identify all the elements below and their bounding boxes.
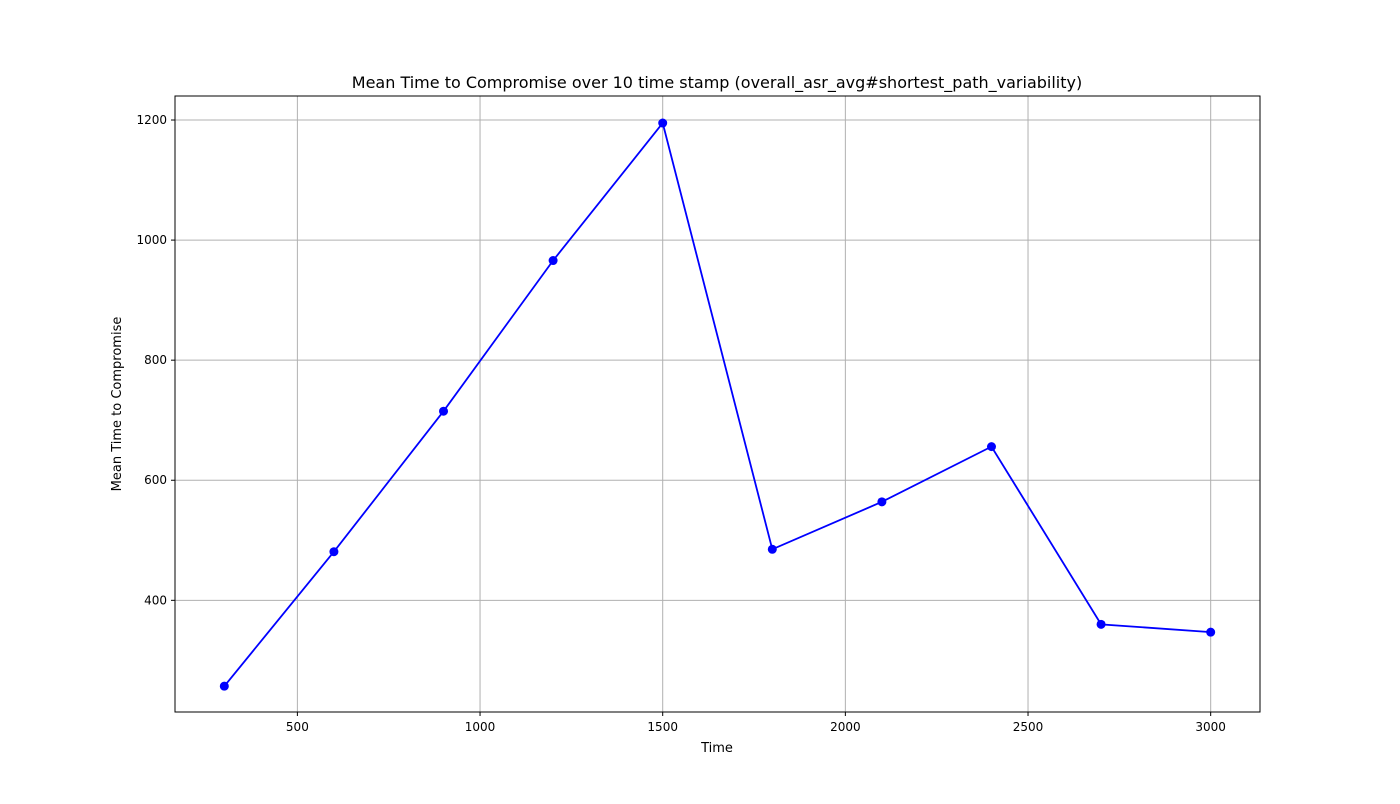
plot-frame [174,95,1261,713]
x-tick-label: 2000 [830,720,861,734]
series-markers [219,118,1216,691]
data-point [1096,619,1106,629]
data-point [439,406,449,416]
x-tick-label: 1500 [647,720,678,734]
axis-ticks: 500 1000 1500 2000 2500 3000 400 600 800 1000 1200 [136,113,1226,734]
y-tick-label: 1200 [136,113,167,127]
y-tick-label: 400 [144,593,167,607]
data-point [1206,627,1216,637]
x-tick-label: 1000 [465,720,496,734]
y-tick-label: 800 [144,353,167,367]
data-point [986,442,996,452]
data-point [767,544,777,554]
grid-lines [175,96,1260,712]
x-axis-label: Time [700,741,733,756]
data-point [548,256,558,266]
y-axis-label: Mean Time to Compromise [110,317,125,492]
data-point [219,681,229,691]
data-point [329,547,339,557]
data-point [658,118,668,128]
x-tick-label: 2500 [1013,720,1044,734]
y-tick-label: 1000 [136,233,167,247]
y-tick-label: 600 [144,473,167,487]
data-point [877,497,887,507]
series-line [223,121,1211,687]
chart-title: Mean Time to Compromise over 10 time sta… [352,73,1082,93]
x-tick-label: 3000 [1195,720,1226,734]
x-tick-label: 500 [286,720,309,734]
